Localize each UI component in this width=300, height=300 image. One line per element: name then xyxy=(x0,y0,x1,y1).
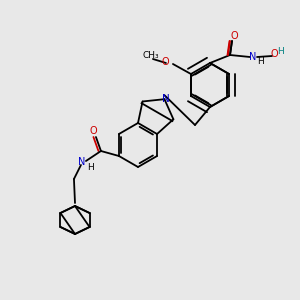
Text: O: O xyxy=(270,49,278,59)
Text: O: O xyxy=(230,31,238,41)
Text: N: N xyxy=(162,94,169,104)
Text: H: H xyxy=(278,46,284,56)
Text: O: O xyxy=(89,126,97,136)
Text: O: O xyxy=(161,57,169,67)
Text: N: N xyxy=(78,157,85,167)
Text: H: H xyxy=(256,56,263,65)
Text: N: N xyxy=(249,52,257,62)
Text: H: H xyxy=(88,163,94,172)
Text: CH₃: CH₃ xyxy=(142,52,159,61)
